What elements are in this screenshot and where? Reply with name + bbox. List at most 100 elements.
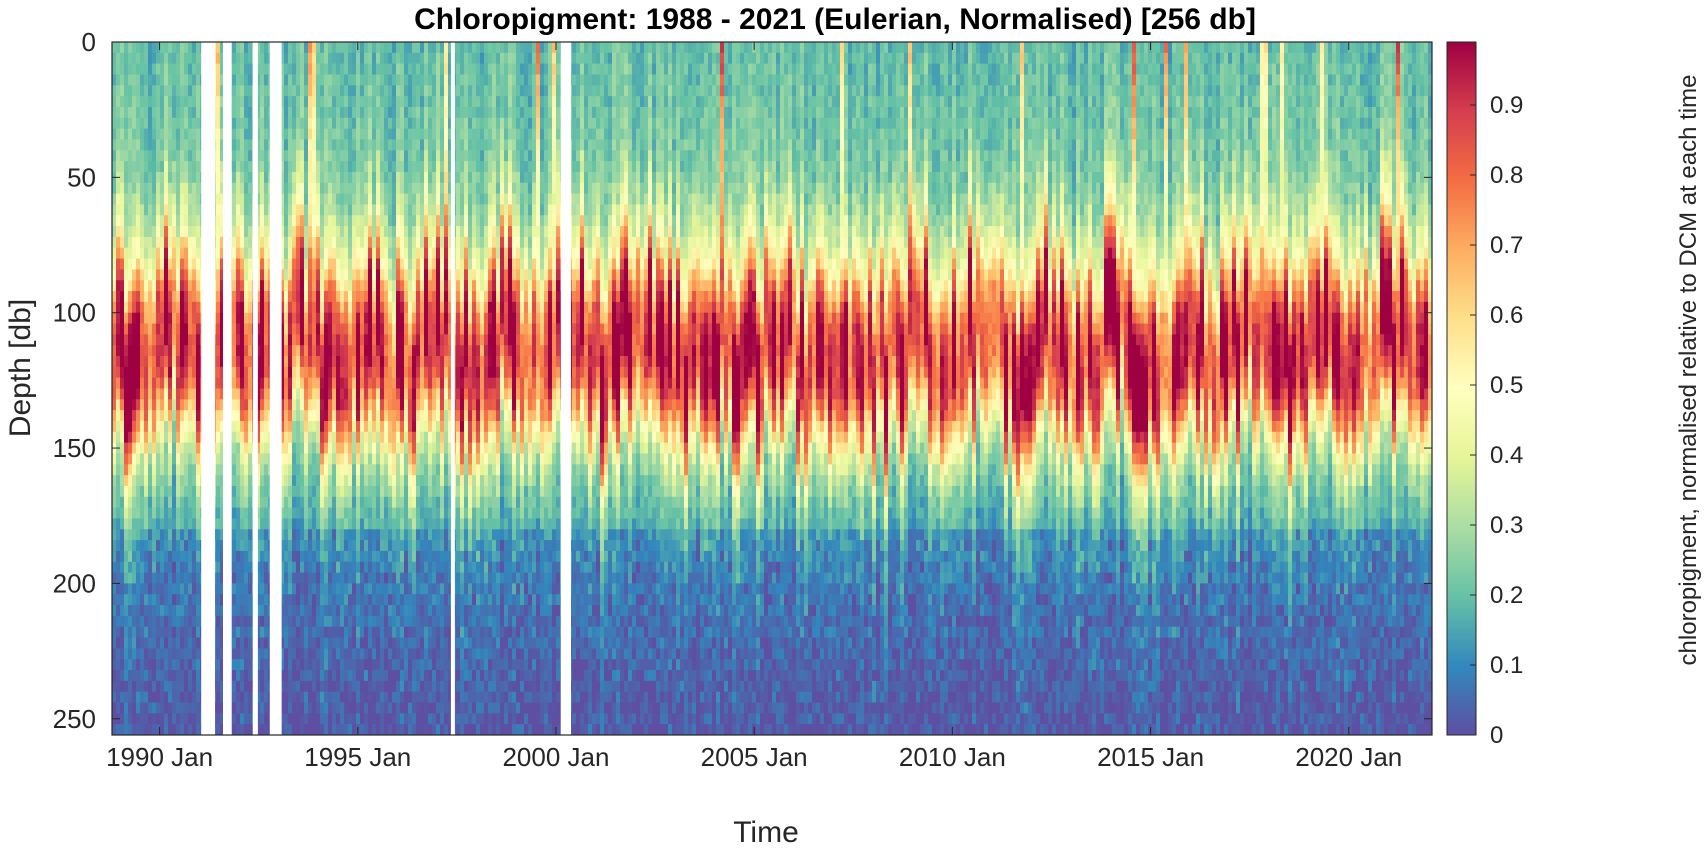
heatmap-cell: [416, 280, 421, 292]
heatmap-cell: [368, 291, 373, 303]
heatmap-cell: [300, 345, 305, 357]
heatmap-cell: [172, 410, 177, 422]
heatmap-cell: [264, 572, 269, 585]
heatmap-cell: [408, 106, 413, 119]
heatmap-cell: [284, 269, 289, 281]
heatmap-cell: [380, 680, 385, 693]
heatmap-cell: [352, 518, 357, 530]
heatmap-cell: [220, 496, 225, 509]
heatmap-cell: [348, 42, 353, 54]
heatmap-cell: [292, 150, 297, 162]
heatmap-cell: [364, 550, 369, 563]
heatmap-cell: [320, 691, 325, 704]
heatmap-cell: [400, 182, 405, 195]
heatmap-cell: [320, 345, 325, 357]
heatmap-cell: [280, 161, 285, 173]
heatmap-cell: [168, 52, 173, 65]
heatmap-cell: [376, 366, 381, 379]
heatmap-cell: [236, 626, 241, 639]
heatmap-cell: [340, 301, 345, 314]
heatmap-cell: [360, 128, 365, 141]
heatmap-cell: [348, 615, 353, 628]
heatmap-cell: [256, 431, 261, 444]
heatmap-cell: [136, 561, 141, 574]
heatmap-cell: [260, 713, 265, 725]
heatmap-cell: [160, 117, 165, 130]
heatmap-cell: [416, 388, 421, 400]
heatmap-cell: [348, 670, 353, 682]
heatmap-cell: [316, 648, 321, 660]
heatmap-cell: [348, 453, 353, 465]
heatmap-cell: [248, 150, 253, 162]
heatmap-cell: [172, 507, 177, 520]
heatmap-cell: [180, 475, 185, 487]
heatmap-cell: [148, 42, 153, 54]
heatmap-cell: [176, 269, 181, 281]
heatmap-cell: [284, 410, 289, 422]
heatmap-cell: [156, 139, 161, 151]
heatmap-cell: [256, 583, 261, 595]
heatmap-cell: [240, 529, 245, 541]
heatmap-cell: [292, 529, 297, 541]
heatmap-cell: [232, 572, 237, 585]
heatmap-cell: [352, 312, 357, 325]
heatmap-cell: [180, 691, 185, 704]
heatmap-cell: [364, 150, 369, 162]
heatmap-cell: [160, 74, 165, 86]
heatmap-cell: [156, 442, 161, 455]
heatmap-cell: [172, 605, 177, 617]
heatmap-cell: [348, 626, 353, 639]
heatmap-cell: [124, 615, 129, 628]
heatmap-cell: [332, 442, 337, 455]
heatmap-cell: [164, 648, 169, 660]
heatmap-cell: [152, 561, 157, 574]
heatmap-cell: [172, 561, 177, 574]
heatmap-cell: [168, 193, 173, 206]
heatmap-cell: [116, 507, 121, 520]
heatmap-cell: [320, 247, 325, 260]
heatmap-cell: [232, 550, 237, 563]
heatmap-cell: [156, 594, 161, 606]
heatmap-cell: [140, 724, 145, 735]
heatmap-cell: [144, 670, 149, 682]
heatmap-cell: [244, 63, 249, 76]
heatmap-cell: [156, 280, 161, 292]
heatmap-cell: [320, 507, 325, 520]
heatmap-cell: [356, 691, 361, 704]
heatmap-cell: [336, 236, 341, 249]
heatmap-cell: [144, 171, 149, 184]
heatmap-cell: [356, 117, 361, 130]
heatmap-cell: [392, 356, 397, 368]
heatmap-cell: [360, 691, 365, 704]
heatmap-cell: [164, 691, 169, 704]
heatmap-cell: [148, 453, 153, 465]
heatmap-cell: [332, 236, 337, 249]
heatmap-cell: [400, 594, 405, 606]
heatmap-cell: [132, 388, 137, 400]
heatmap-cell: [168, 247, 173, 260]
heatmap-cell: [288, 475, 293, 487]
heatmap-cell: [340, 529, 345, 541]
heatmap-cell: [376, 171, 381, 184]
heatmap-cell: [292, 128, 297, 141]
heatmap-cell: [256, 594, 261, 606]
heatmap-cell: [396, 366, 401, 379]
heatmap-cell: [112, 301, 117, 314]
heatmap-cell: [120, 583, 125, 595]
heatmap-cell: [232, 52, 237, 65]
heatmap-cell: [180, 713, 185, 725]
heatmap-cells: [112, 42, 1432, 735]
heatmap-cell: [172, 713, 177, 725]
heatmap-cell: [260, 594, 265, 606]
heatmap-cell: [392, 161, 397, 173]
heatmap-cell: [256, 182, 261, 195]
heatmap-cell: [236, 724, 241, 735]
heatmap-cell: [236, 410, 241, 422]
heatmap-cell: [260, 345, 265, 357]
heatmap-cell: [216, 117, 221, 130]
heatmap-cell: [336, 464, 341, 476]
heatmap-cell: [344, 496, 349, 509]
heatmap-cell: [356, 193, 361, 206]
heatmap-cell: [352, 410, 357, 422]
heatmap-cell: [340, 442, 345, 455]
